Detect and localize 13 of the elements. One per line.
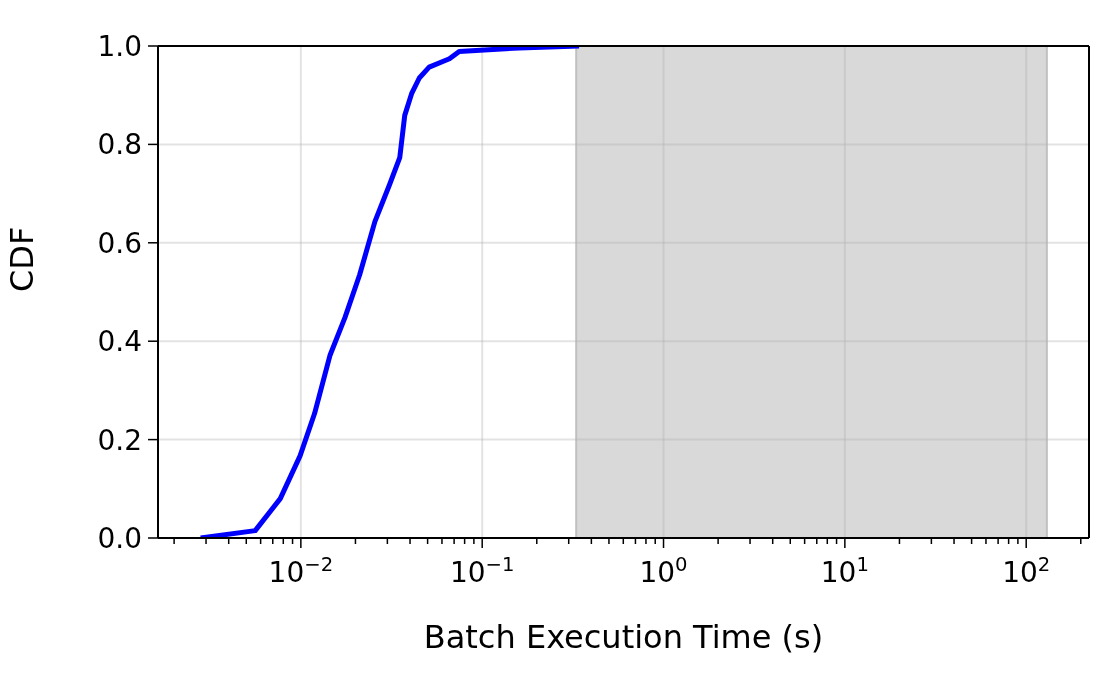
x-tick-label: 10$^{2}$ [1002, 552, 1051, 589]
x-axis-title: Batch Execution Time (s) [423, 618, 824, 656]
x-tick-label: 10$^{1}$ [820, 552, 869, 589]
y-axis-title: CDF [3, 226, 42, 292]
x-tick-label: 10$^{−2}$ [268, 552, 334, 589]
x-tick-label: 10$^{0}$ [639, 552, 688, 589]
y-tick-label: 0.4 [97, 325, 142, 359]
y-tick-label: 0.0 [97, 522, 142, 555]
y-tick-label: 1.0 [97, 30, 142, 63]
y-tick-label: 0.2 [97, 423, 142, 457]
y-tick-label: 0.8 [97, 128, 142, 162]
x-tick-label: 10$^{−1}$ [449, 552, 515, 589]
y-tick-label: 0.6 [97, 226, 142, 260]
